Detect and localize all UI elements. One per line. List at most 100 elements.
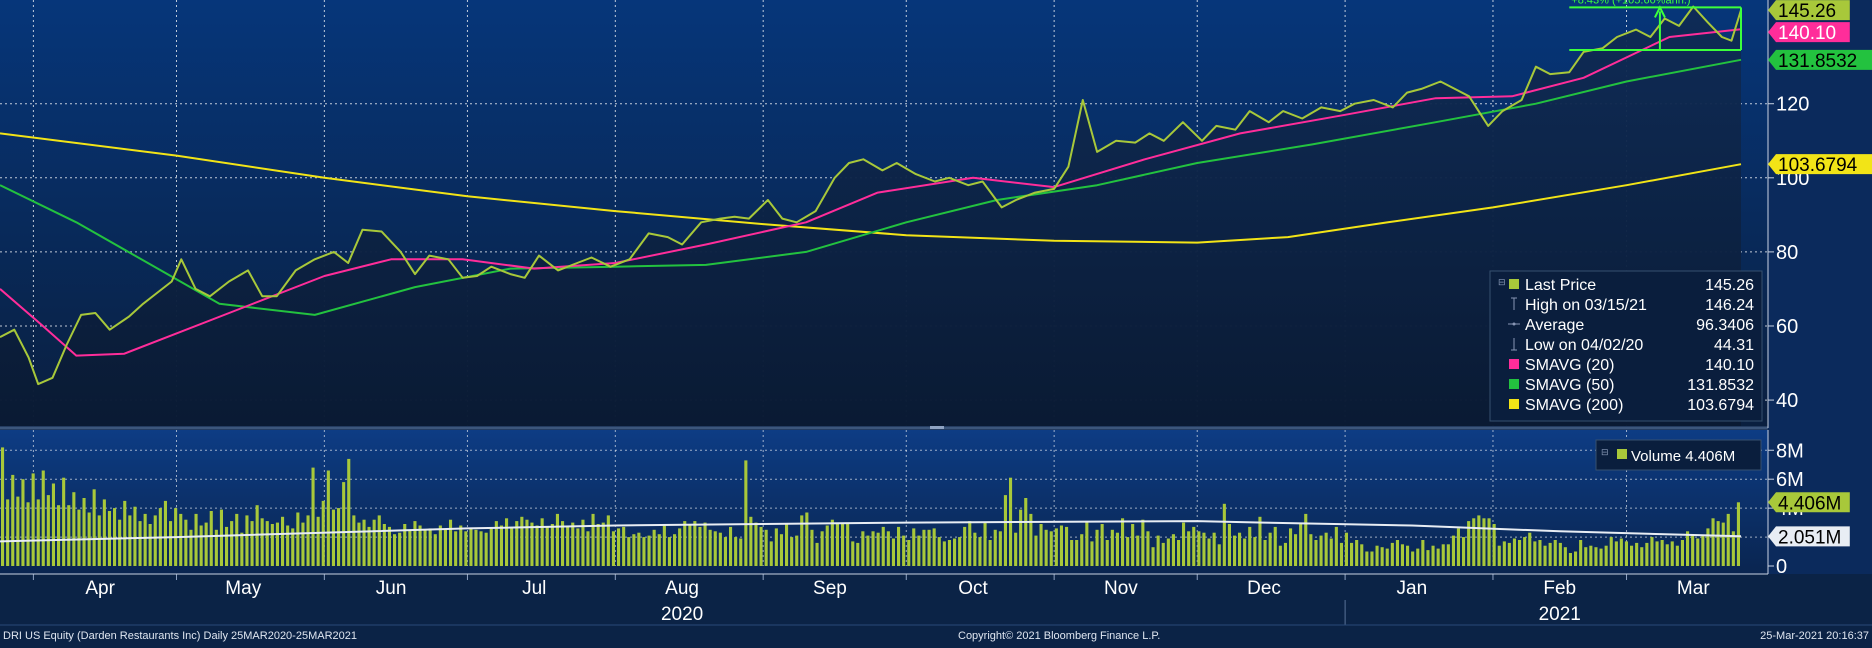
volume-bar <box>983 522 987 566</box>
volume-bar <box>230 521 234 566</box>
volume-bar <box>1482 518 1486 566</box>
volume-bar <box>352 515 356 566</box>
legend-entry[interactable]: High on 03/15/21 146.24 <box>1511 297 1754 314</box>
sma50-line <box>0 58 1742 316</box>
price-axis-label: 120 <box>1776 94 1809 116</box>
volume-bar <box>77 509 81 566</box>
volume-bar <box>326 470 330 566</box>
price-tag: 140.10 <box>1768 22 1850 44</box>
volume-bar <box>123 500 127 566</box>
volume-bar <box>1421 540 1425 566</box>
volume-bar <box>449 519 453 566</box>
volume-bar <box>1258 516 1262 566</box>
month-label: Jan <box>1397 578 1428 599</box>
volume-bar <box>1065 526 1069 566</box>
footer-copyright: Copyright© 2021 Bloomberg Finance L.P. <box>958 630 1160 642</box>
volume-bar <box>331 509 335 566</box>
volume-bar <box>296 512 300 566</box>
price-tag-background <box>1768 154 1872 175</box>
volume-bar <box>46 495 50 566</box>
volume-bar <box>281 516 285 566</box>
volume-bar <box>1436 548 1440 566</box>
volume-bar <box>459 525 463 566</box>
volume-bar <box>1360 544 1364 566</box>
volume-bar <box>1202 532 1206 566</box>
volume-bar <box>1726 513 1730 566</box>
volume-bar <box>1248 526 1252 566</box>
volume-bar <box>510 526 514 566</box>
volume-bar <box>1456 528 1460 566</box>
volume-bar <box>703 522 707 566</box>
volume-bar <box>973 532 977 566</box>
volume-bar <box>1609 537 1613 566</box>
volume-bar <box>270 524 274 566</box>
volume-bar <box>148 524 152 566</box>
legend-entry[interactable]: SMAVG (50) 131.8532 <box>1509 377 1754 394</box>
annotation-arrow-head <box>1654 5 1666 18</box>
volume-bar <box>21 479 25 566</box>
volume-bar <box>642 537 646 566</box>
volume-bar <box>1594 547 1598 566</box>
volume-bar <box>1538 540 1542 566</box>
volume-legend[interactable]: ⊟ Volume 4.406M <box>1595 439 1762 471</box>
volume-bar <box>1278 545 1282 566</box>
volume-bar <box>820 531 824 566</box>
volume-bar <box>790 537 794 566</box>
volume-bar <box>993 529 997 566</box>
volume-bar <box>835 524 839 566</box>
volume-bar <box>795 535 799 566</box>
volume-bar <box>1548 542 1552 566</box>
legend-collapse-icon[interactable]: ⊟ <box>1498 277 1506 287</box>
month-label: Sep <box>813 578 847 599</box>
volume-bar <box>1680 540 1684 566</box>
volume-bar <box>1273 526 1277 566</box>
volume-bar <box>662 524 666 566</box>
volume-bar <box>907 540 911 566</box>
volume-bar <box>1207 538 1211 566</box>
volume-bar <box>525 519 529 566</box>
legend-entry[interactable]: Average 96.3406 <box>1508 317 1754 334</box>
price-tag-background <box>1768 0 1850 21</box>
volume-bar <box>856 542 860 566</box>
volume-bar <box>632 534 636 566</box>
volume-bar <box>1314 540 1318 566</box>
legend-entry[interactable]: SMAVG (200) 103.6794 <box>1509 397 1754 414</box>
volume-bar <box>286 525 290 566</box>
volume-bar <box>1227 524 1231 566</box>
volume-bar <box>240 532 244 566</box>
volume-bar <box>841 522 845 566</box>
volume-bar <box>1350 542 1354 566</box>
volume-bar <box>561 521 565 566</box>
volume-bar <box>1492 524 1496 566</box>
volume-bar <box>891 538 895 566</box>
volume-axis-label: 0 <box>1776 556 1787 578</box>
year-label: 2020 <box>661 604 703 625</box>
footer-timestamp: 25-Mar-2021 20:16:37 <box>1760 630 1869 642</box>
legend-entry[interactable]: Last Price 145.26 <box>1509 277 1754 294</box>
volume-bar <box>1166 538 1170 566</box>
legend-entry[interactable]: Low on 04/02/20 44.31 <box>1511 337 1754 354</box>
price-legend[interactable]: ⊟ Last Price 145.26 High on 03/15/21 146.24… <box>1489 270 1763 422</box>
volume-bar <box>6 499 10 566</box>
month-label: Oct <box>958 578 988 599</box>
volume-bar <box>102 499 106 566</box>
volume-bar <box>260 518 264 566</box>
volume-bar <box>1523 537 1527 566</box>
legend-entry[interactable]: SMAVG (20) 140.10 <box>1509 357 1754 374</box>
volume-bar <box>1014 532 1018 566</box>
volume-bar <box>1212 532 1216 566</box>
volume-bar <box>978 537 982 566</box>
volume-bar <box>591 513 595 566</box>
volume-bars <box>1 447 1740 566</box>
volume-legend-collapse-icon[interactable]: ⊟ <box>1601 447 1609 457</box>
volume-bar <box>163 500 167 566</box>
divider-handle[interactable] <box>930 426 944 429</box>
legend-swatch <box>1509 279 1519 289</box>
volume-bar <box>214 529 218 566</box>
volume-bar <box>1019 509 1023 566</box>
volume-tag-label: 2.051M <box>1778 527 1841 548</box>
volume-bar <box>1558 542 1562 566</box>
price-tag-label: 140.10 <box>1778 23 1836 44</box>
volume-bar <box>739 538 743 566</box>
